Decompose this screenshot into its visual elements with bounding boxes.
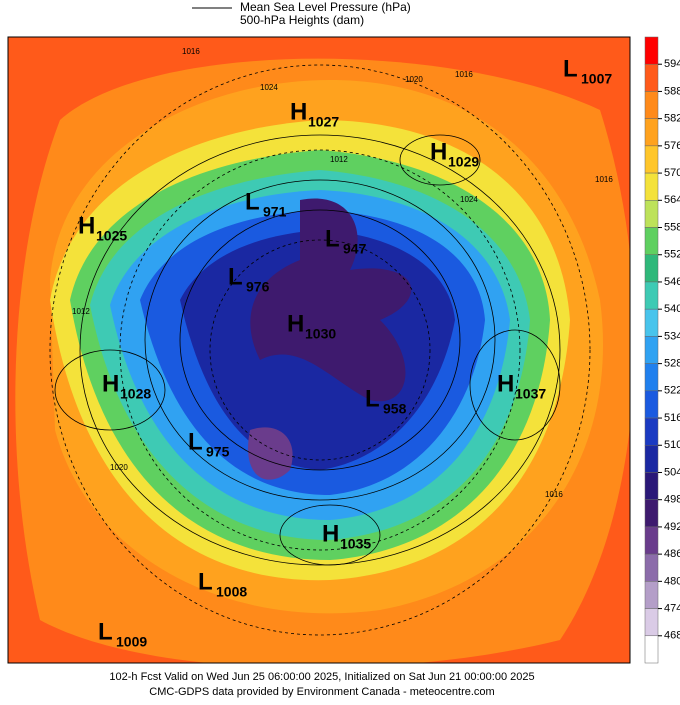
colorbar-label: 546: [664, 276, 680, 288]
center-letter: H: [102, 370, 119, 397]
center-letter: H: [497, 370, 514, 397]
center-value: 976: [246, 279, 270, 295]
isobar-label: 1024: [460, 195, 478, 204]
isobar-label: 1020: [110, 463, 128, 472]
center-value: 1009: [116, 634, 147, 650]
colorbar-label: 558: [664, 221, 680, 233]
colorbar-label: 534: [664, 330, 680, 342]
footer-line: 102-h Fcst Valid on Wed Jun 25 06:00:00 …: [109, 671, 534, 683]
colorbar-label: 504: [664, 466, 680, 478]
isobar-label: 1012: [72, 307, 90, 316]
colorbar-band: [644, 118, 659, 147]
colorbar-label: 564: [664, 194, 680, 206]
center-value: 971: [263, 204, 287, 220]
colorbar-label: 510: [664, 439, 680, 451]
legend-heights: 500-hPa Heights (dam): [240, 13, 364, 27]
center-letter: L: [365, 385, 380, 412]
colorbar-label: 474: [664, 602, 680, 614]
colorbar-label: 522: [664, 385, 680, 397]
isobar-label: 1024: [260, 83, 278, 92]
colorbar-label: 540: [664, 303, 680, 315]
center-value: 1029: [448, 154, 479, 170]
center-letter: L: [228, 263, 243, 290]
center-value: 975: [206, 444, 230, 460]
colorbar-label: 588: [664, 85, 680, 97]
colorbar-label: 594: [664, 58, 680, 70]
colorbar-band: [644, 254, 659, 283]
isobar-label: 1016: [595, 175, 613, 184]
colorbar-band: [644, 91, 659, 119]
colorbar-band: [644, 526, 659, 555]
colorbar-band: [644, 336, 659, 364]
colorbar-label: 570: [664, 167, 680, 179]
colorbar-band: [644, 581, 659, 609]
colorbar-band: [644, 172, 659, 201]
center-value: 958: [383, 401, 407, 417]
center-letter: H: [78, 212, 95, 239]
colorbar-label: 528: [664, 358, 680, 370]
isobar-label: 1016: [545, 490, 563, 499]
legend-mslp: Mean Sea Level Pressure (hPa): [240, 0, 411, 14]
colorbar-label: 552: [664, 249, 680, 261]
center-value: 1030: [305, 326, 336, 342]
colorbar-band: [644, 390, 659, 419]
center-value: 1007: [581, 71, 612, 87]
center-letter: L: [198, 568, 213, 595]
center-value: 1008: [216, 584, 247, 600]
center-letter: L: [245, 188, 260, 215]
colorbar-band: [644, 227, 659, 255]
isobar-label: 1016: [455, 70, 473, 79]
colorbar-band: [644, 553, 659, 582]
center-letter: L: [98, 618, 113, 645]
center-letter: L: [188, 428, 203, 455]
isobar-label: 1016: [182, 47, 200, 56]
colorbar-label: 516: [664, 412, 680, 424]
colorbar-band: [644, 445, 659, 473]
colorbar-band: [644, 281, 659, 310]
colorbar-band: [644, 63, 659, 92]
center-value: 1035: [340, 536, 371, 552]
center-value: 1025: [96, 228, 127, 244]
center-letter: H: [322, 520, 339, 547]
isobar-label: 1012: [330, 155, 348, 164]
colorbar-band: [644, 472, 659, 500]
colorbar-label: 582: [664, 113, 680, 125]
colorbar-label: 576: [664, 140, 680, 152]
center-letter: H: [287, 310, 304, 337]
center-letter: L: [325, 225, 340, 252]
colorbar-band: [644, 200, 659, 228]
center-value: 1028: [120, 386, 151, 402]
center-value: 1027: [308, 114, 339, 130]
colorbar-band: [644, 363, 659, 392]
colorbar-band: [644, 36, 659, 65]
colorbar-band: [644, 308, 659, 337]
colorbar-band: [644, 608, 659, 637]
center-letter: H: [430, 138, 447, 165]
colorbar-label: 498: [664, 494, 680, 506]
colorbar-label: 468: [664, 630, 680, 642]
colorbar: 594 588 582 576 570 564 558 552 546 540 534 528 522 5…: [644, 36, 680, 664]
center-letter: H: [290, 98, 307, 125]
center-value: 1037: [515, 386, 546, 402]
colorbar-label: 480: [664, 575, 680, 587]
colorbar-band: [644, 499, 659, 528]
map: [7, 36, 631, 664]
colorbar-label: 486: [664, 548, 680, 560]
center-value: 947: [343, 241, 367, 257]
footer-line: CMC-GDPS data provided by Environment Ca…: [149, 686, 494, 698]
colorbar-band: [644, 635, 659, 664]
colorbar-label: 492: [664, 521, 680, 533]
isobar-label: 1020: [405, 75, 423, 84]
center-letter: L: [563, 55, 578, 82]
colorbar-band: [644, 417, 659, 446]
colorbar-band: [644, 145, 659, 174]
